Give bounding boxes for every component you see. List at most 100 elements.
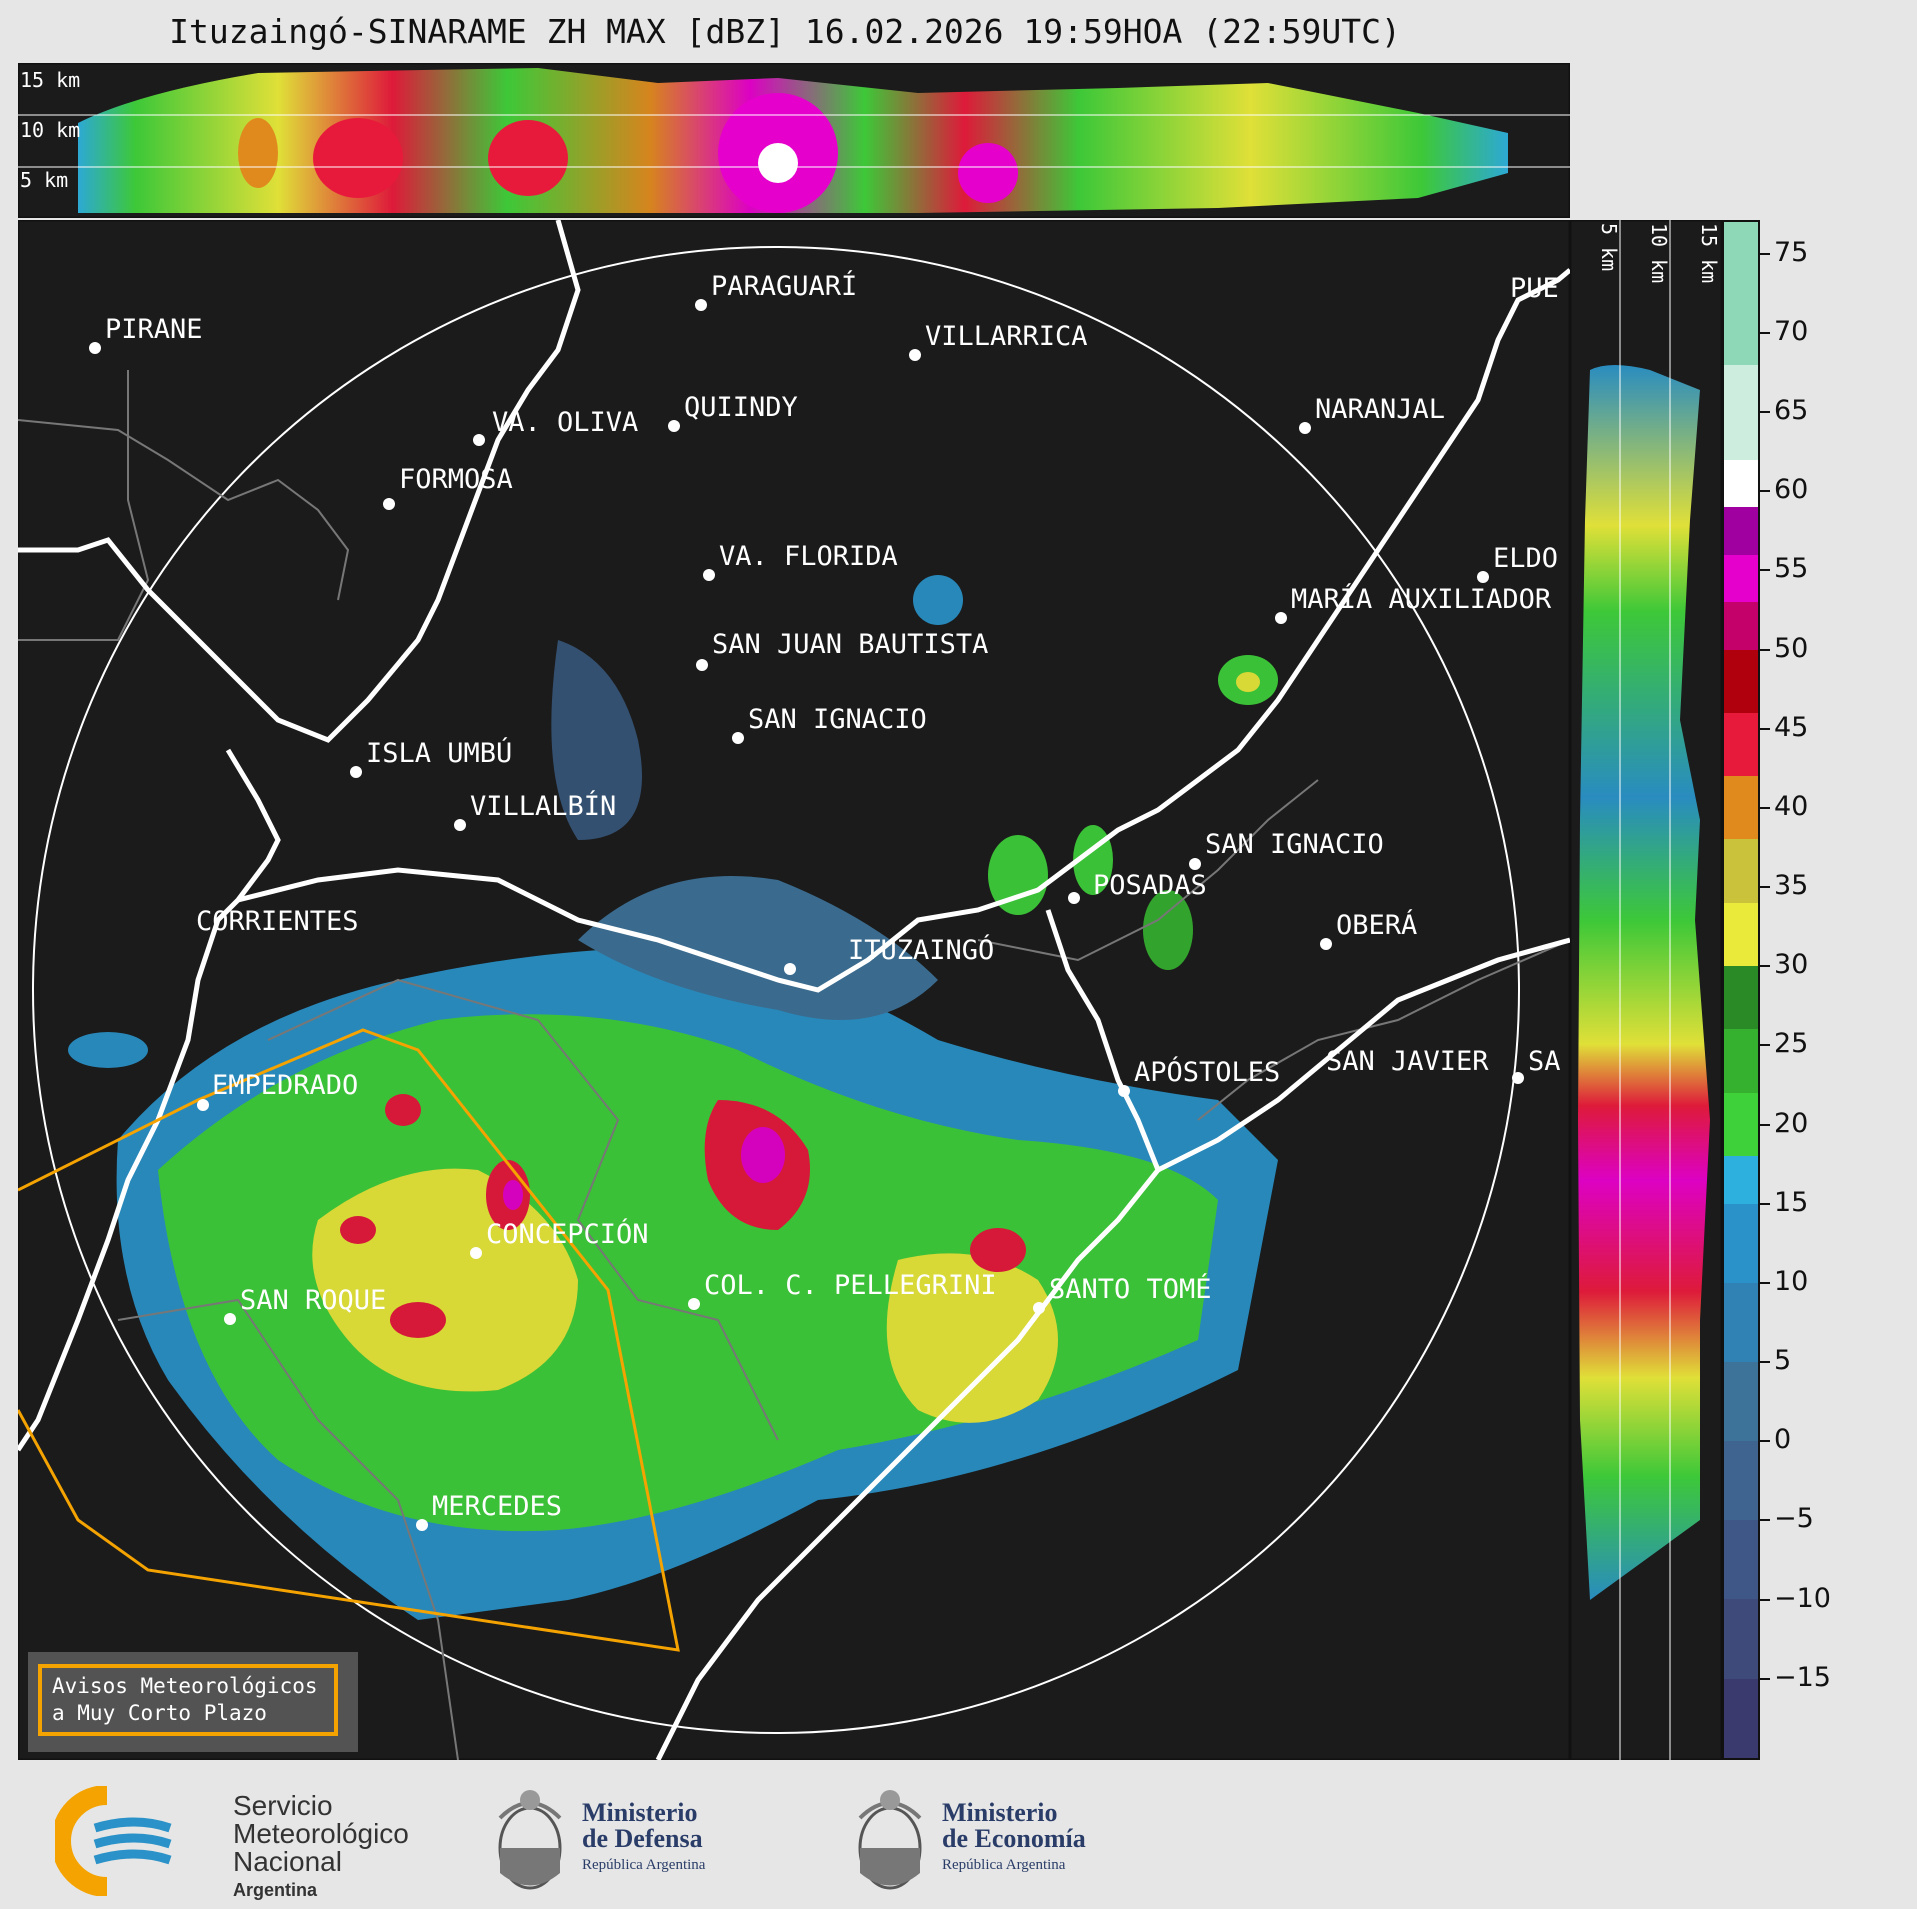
city-dot (454, 819, 466, 831)
colorbar-segment (1724, 902, 1758, 967)
colorbar-segment (1724, 554, 1758, 602)
city-dot (909, 349, 921, 361)
colorbar-tick-label: −5 (1774, 1503, 1814, 1535)
map-title: Ituzaingó-SINARAME ZH MAX [dBZ] 16.02.20… (169, 12, 1401, 51)
city-dot (784, 963, 796, 975)
colorbar-segment (1724, 602, 1758, 650)
city-dot (688, 1298, 700, 1310)
colorbar-segment (1724, 1361, 1758, 1442)
city-label: VILLALBÍN (470, 790, 616, 822)
colorbar-tick (1760, 1361, 1770, 1364)
colorbar-segment (1724, 364, 1758, 460)
side-label-15km: 15 km (1697, 223, 1721, 283)
colorbar-tick (1760, 331, 1770, 334)
economia-logo: Ministerio de Economía República Argenti… (850, 1778, 1130, 1902)
city-label: PARAGUARÍ (711, 270, 857, 302)
colorbar-tick (1760, 727, 1770, 730)
range-ring (32, 246, 1520, 1734)
colorbar-segment (1724, 1599, 1758, 1679)
colorbar-segment (1724, 1520, 1758, 1600)
colorbar-tick-label: 55 (1774, 553, 1809, 585)
colorbar-segment (1724, 507, 1758, 555)
colorbar-tick (1760, 1202, 1770, 1205)
city-dot (1512, 1072, 1524, 1084)
economia-line-2: de Economía (942, 1824, 1086, 1853)
city-dot (1118, 1085, 1130, 1097)
city-label: ELDO (1493, 543, 1558, 574)
side-label-10km: 10 km (1647, 223, 1671, 283)
colorbar-tick (1760, 1281, 1770, 1284)
top-label-5km: 5 km (20, 168, 68, 192)
colorbar-tick-label: 10 (1774, 1265, 1809, 1297)
colorbar-segment (1724, 1678, 1758, 1758)
colorbar-tick-label: 60 (1774, 474, 1809, 506)
colorbar-segment (1724, 222, 1758, 365)
defensa-line-2: de Defensa (582, 1824, 703, 1853)
colorbar-tick-label: 70 (1774, 315, 1809, 347)
city-dot (1033, 1302, 1045, 1314)
colorbar-tick (1760, 1123, 1770, 1126)
warning-polygon (18, 1028, 680, 1652)
city-dot (224, 1313, 236, 1325)
colorbar-tick-label: 50 (1774, 632, 1809, 664)
smn-line-4: Argentina (233, 1880, 318, 1900)
colorbar-tick (1760, 1519, 1770, 1522)
colorbar-tick-label: −15 (1774, 1661, 1831, 1693)
city-dot (1068, 892, 1080, 904)
city-dot (1189, 858, 1201, 870)
top-cross-section: 15 km 10 km 5 km (18, 63, 1570, 218)
colorbar-tick-label: 30 (1774, 949, 1809, 981)
city-label: PUE (1510, 273, 1559, 304)
colorbar-tick-label: 45 (1774, 711, 1809, 743)
city-dot (89, 342, 101, 354)
coat-of-arms-icon (858, 1790, 922, 1890)
economia-line-1: Ministerio (942, 1798, 1058, 1827)
warning-legend-frame: Avisos Meteorológicos a Muy Corto Plazo (38, 1664, 338, 1736)
warning-line-1: Avisos Meteorológicos (52, 1674, 318, 1698)
warning-legend: Avisos Meteorológicos a Muy Corto Plazo (28, 1652, 358, 1752)
colorbar-tick-label: 25 (1774, 1028, 1809, 1060)
colorbar-tick (1760, 806, 1770, 809)
smn-logo: Servicio Meteorológico Nacional Argentin… (51, 1785, 409, 1900)
radar-map: PIRANE PARAGUARÍ VILLARRICA PUE VA. OLIV… (18, 220, 1570, 1760)
colorbar-tick (1760, 490, 1770, 493)
city-label: ITUZAINGÓ (848, 934, 994, 966)
city-label: PIRANE (105, 314, 203, 345)
colorbar-segment (1724, 966, 1758, 1030)
top-label-15km: 15 km (20, 68, 80, 92)
city-label: ISLA UMBÚ (366, 737, 512, 769)
city-label: VILLARRICA (925, 321, 1088, 352)
city-label: SANTO TOMÉ (1049, 1273, 1212, 1305)
smn-line-3: Nacional (233, 1846, 342, 1877)
top-storm-cores (238, 93, 1018, 213)
city-dot (732, 732, 744, 744)
colorbar-tick-label: 75 (1774, 236, 1809, 268)
colorbar-tick-label: 65 (1774, 395, 1809, 427)
city-label: SAN ROQUE (240, 1285, 386, 1316)
city-label: CONCEPCIÓN (486, 1218, 649, 1250)
colorbar-tick-label: −10 (1774, 1582, 1831, 1614)
city-dot (470, 1247, 482, 1259)
colorbar-segment (1724, 1092, 1758, 1157)
colorbar-segment (1724, 712, 1758, 777)
colorbar-tick-label: 15 (1774, 1186, 1809, 1218)
city-dot (473, 434, 485, 446)
city-label: COL. C. PELLEGRINI (704, 1270, 997, 1301)
colorbar-tick-label: 5 (1774, 1345, 1792, 1377)
city-label: POSADAS (1093, 870, 1207, 901)
city-label: EMPEDRADO (212, 1070, 358, 1101)
logo-row: Servicio Meteorológico Nacional Argentin… (0, 1770, 1917, 1909)
defensa-line-1: Ministerio (582, 1798, 698, 1827)
city-label: NARANJAL (1315, 394, 1445, 425)
city-label: CORRIENTES (196, 906, 359, 937)
city-label: MARÍA AUXILIADOR (1291, 583, 1552, 615)
colorbar-tick-label: 0 (1774, 1424, 1792, 1456)
colorbar-segment (1724, 459, 1758, 507)
colorbar-tick-label: 40 (1774, 790, 1809, 822)
colorbar-tick-label: 20 (1774, 1107, 1809, 1139)
colorbar-tick (1760, 886, 1770, 889)
coat-of-arms-icon (498, 1790, 562, 1890)
city-label: SAN IGNACIO (748, 704, 927, 735)
smn-emblem-icon (51, 1785, 172, 1897)
city-dot (197, 1099, 209, 1111)
